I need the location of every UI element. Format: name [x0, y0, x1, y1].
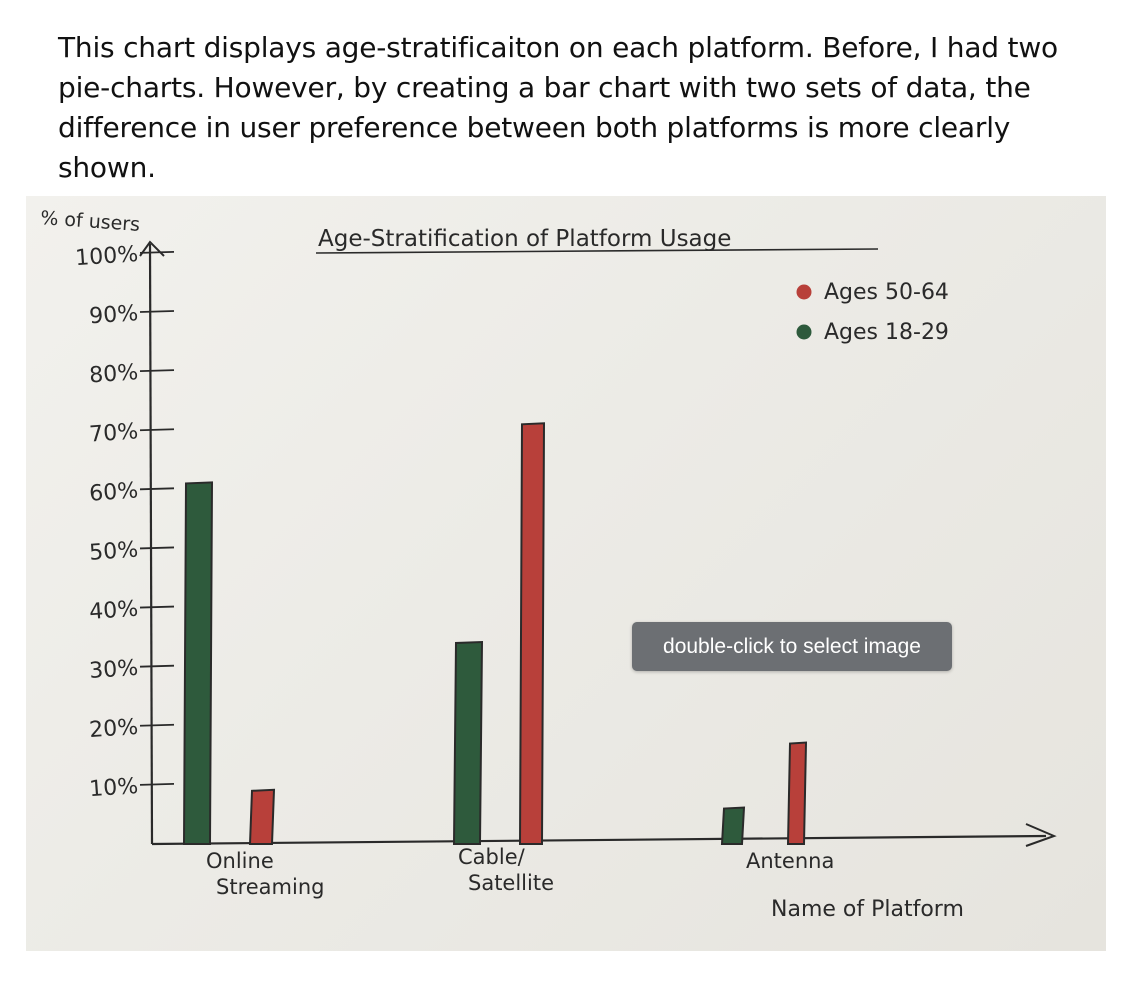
bar [452, 640, 484, 845]
x-axis-arrow [1025, 823, 1057, 847]
category-label: Cable/Satellite [458, 845, 554, 895]
chart-title: Age-Stratification of Platform Usage [318, 226, 731, 252]
y-tick [139, 428, 175, 432]
y-tick [139, 369, 175, 373]
y-tick-label: 20% [88, 715, 139, 743]
bar-chart: 10% 20% 30% 40% 50% 60% 70% 80% 90% 100% Online St… [40, 207, 1057, 922]
y-tick-label: 10% [88, 774, 139, 802]
bar [182, 481, 214, 845]
legend-label: Ages 50-64 [824, 280, 949, 305]
y-tick-label: 90% [88, 301, 139, 329]
category-label: Online Streaming [206, 849, 324, 899]
y-tick-label: 60% [88, 478, 139, 506]
bar [720, 806, 746, 845]
x-axis-line [151, 834, 1047, 846]
y-tick-label: 50% [88, 537, 139, 565]
legend-swatch [796, 284, 812, 300]
y-tick-label: 70% [88, 419, 139, 447]
y-tick [139, 782, 175, 786]
caption-text: This chart displays age-stratificaiton o… [58, 31, 1058, 184]
y-tick-label: 30% [88, 656, 139, 684]
y-tick [139, 487, 175, 491]
bar [248, 788, 276, 845]
y-tick [139, 250, 175, 254]
y-tick-label: 100% [74, 242, 138, 271]
bar [786, 741, 808, 845]
x-axis-label: Name of Platform [771, 897, 964, 922]
title-underline [315, 248, 879, 254]
bar [518, 422, 546, 845]
y-axis-line [148, 243, 154, 845]
y-tick [139, 664, 175, 668]
chart-photo[interactable]: 10% 20% 30% 40% 50% 60% 70% 80% 90% 100% Online St… [26, 196, 1106, 951]
y-tick [139, 546, 175, 550]
y-axis-arrow [139, 240, 165, 257]
select-image-tooltip: double-click to select image [632, 622, 952, 671]
legend-swatch [796, 324, 812, 340]
y-tick [139, 605, 175, 609]
y-tick [139, 723, 175, 727]
category-label: Antenna [746, 849, 834, 873]
y-tick [139, 310, 175, 313]
legend-label: Ages 18-29 [824, 320, 949, 345]
y-tick-label: 40% [88, 597, 139, 625]
y-tick-label: 80% [88, 360, 139, 388]
y-axis-label: % of users [40, 207, 141, 236]
